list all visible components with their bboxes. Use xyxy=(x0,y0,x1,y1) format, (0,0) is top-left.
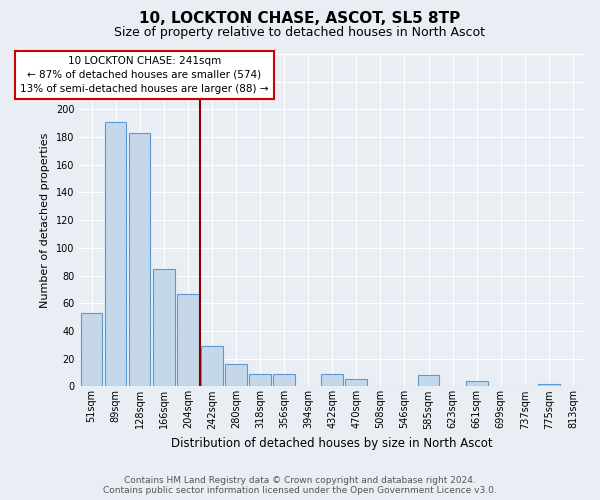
Bar xyxy=(466,381,488,386)
Bar xyxy=(538,384,560,386)
X-axis label: Distribution of detached houses by size in North Ascot: Distribution of detached houses by size … xyxy=(172,437,493,450)
Bar xyxy=(105,122,127,386)
Bar xyxy=(80,313,103,386)
Bar xyxy=(177,294,199,386)
Bar xyxy=(249,374,271,386)
Bar xyxy=(129,133,151,386)
Text: Size of property relative to detached houses in North Ascot: Size of property relative to detached ho… xyxy=(115,26,485,39)
Bar xyxy=(346,380,367,386)
Text: Contains HM Land Registry data © Crown copyright and database right 2024.
Contai: Contains HM Land Registry data © Crown c… xyxy=(103,476,497,495)
Bar xyxy=(153,268,175,386)
Text: 10 LOCKTON CHASE: 241sqm
← 87% of detached houses are smaller (574)
13% of semi-: 10 LOCKTON CHASE: 241sqm ← 87% of detach… xyxy=(20,56,269,94)
Bar xyxy=(418,376,439,386)
Bar xyxy=(201,346,223,387)
Y-axis label: Number of detached properties: Number of detached properties xyxy=(40,132,50,308)
Bar xyxy=(322,374,343,386)
Bar xyxy=(273,374,295,386)
Text: 10, LOCKTON CHASE, ASCOT, SL5 8TP: 10, LOCKTON CHASE, ASCOT, SL5 8TP xyxy=(139,11,461,26)
Bar xyxy=(225,364,247,386)
